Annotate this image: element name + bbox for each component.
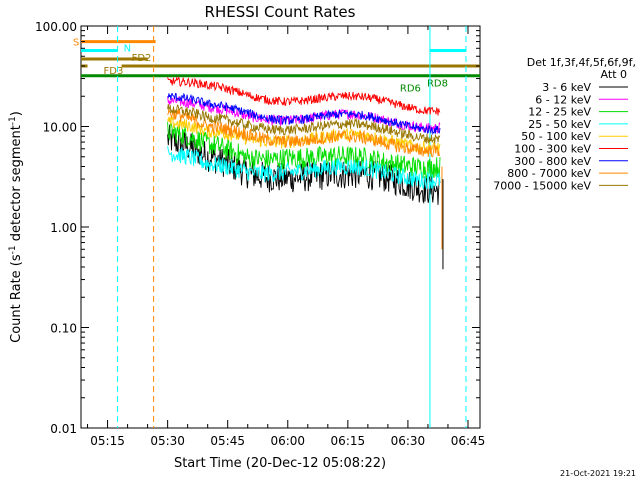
flag-label-fd2: FD2 [132, 53, 152, 64]
x-tick-label: 06:00 [270, 434, 305, 448]
flag-label-fd3: FD3 [104, 66, 124, 77]
y-label-part: Count Rate (s [9, 254, 24, 343]
y-tick-label: 1.00 [50, 221, 77, 235]
series-line-6 [167, 92, 441, 136]
y-label-part: detector segment [9, 125, 24, 245]
x-tick-label: 06:15 [331, 434, 366, 448]
x-tick-label: 06:30 [391, 434, 426, 448]
timestamp: 21-Oct-2021 19:21 [560, 469, 636, 478]
legend-entry-label: 25 - 50 keV [528, 118, 591, 131]
legend-title: Det 1f,3f,4f,5f,6f,9f, [527, 56, 636, 69]
flag-label-s: S [73, 38, 79, 49]
x-axis-label: Start Time (20-Dec-12 05:08:22) [174, 456, 386, 471]
y-tick-label: 0.10 [50, 322, 77, 336]
legend-entry-label: 12 - 25 keV [528, 106, 591, 119]
series-line-5 [167, 75, 441, 116]
legend-subtitle: Att 0 [601, 68, 627, 81]
x-tick-label: 05:45 [210, 434, 245, 448]
legend-entry-label: 800 - 7000 keV [507, 167, 591, 180]
series-line-8 [167, 104, 441, 144]
legend-entry-label: 50 - 100 keV [521, 130, 591, 143]
flag-label-rd8: RD8 [427, 79, 448, 90]
y-label-sup: -1 [8, 245, 18, 254]
y-tick-label: 0.01 [50, 422, 77, 436]
flag-label-rd6: RD6 [400, 84, 421, 95]
x-tick-label: 06:45 [451, 434, 486, 448]
y-label-part: ) [9, 111, 24, 116]
chart-title: RHESSI Count Rates [205, 3, 356, 21]
legend-entry-label: 3 - 6 keV [542, 81, 591, 94]
series-line-7 [167, 108, 440, 158]
legend-entry-label: 7000 - 15000 keV [493, 179, 591, 192]
x-tick-label: 05:15 [90, 434, 125, 448]
flag-label-n: N [124, 44, 131, 55]
legend-entry-label: 300 - 800 keV [514, 155, 591, 168]
y-tick-label: 10.00 [43, 121, 77, 135]
y-axis-label: Count Rate (s-1 detector segment-1) [8, 111, 24, 343]
y-label-sup: -1 [8, 116, 18, 125]
x-tick-label: 05:30 [150, 434, 185, 448]
series-line-2 [167, 121, 441, 179]
legend-entry-label: 100 - 300 keV [514, 143, 591, 156]
series-line-3 [167, 146, 441, 190]
y-tick-label: 100.00 [35, 20, 77, 34]
legend-entry-label: 6 - 12 keV [535, 93, 591, 106]
